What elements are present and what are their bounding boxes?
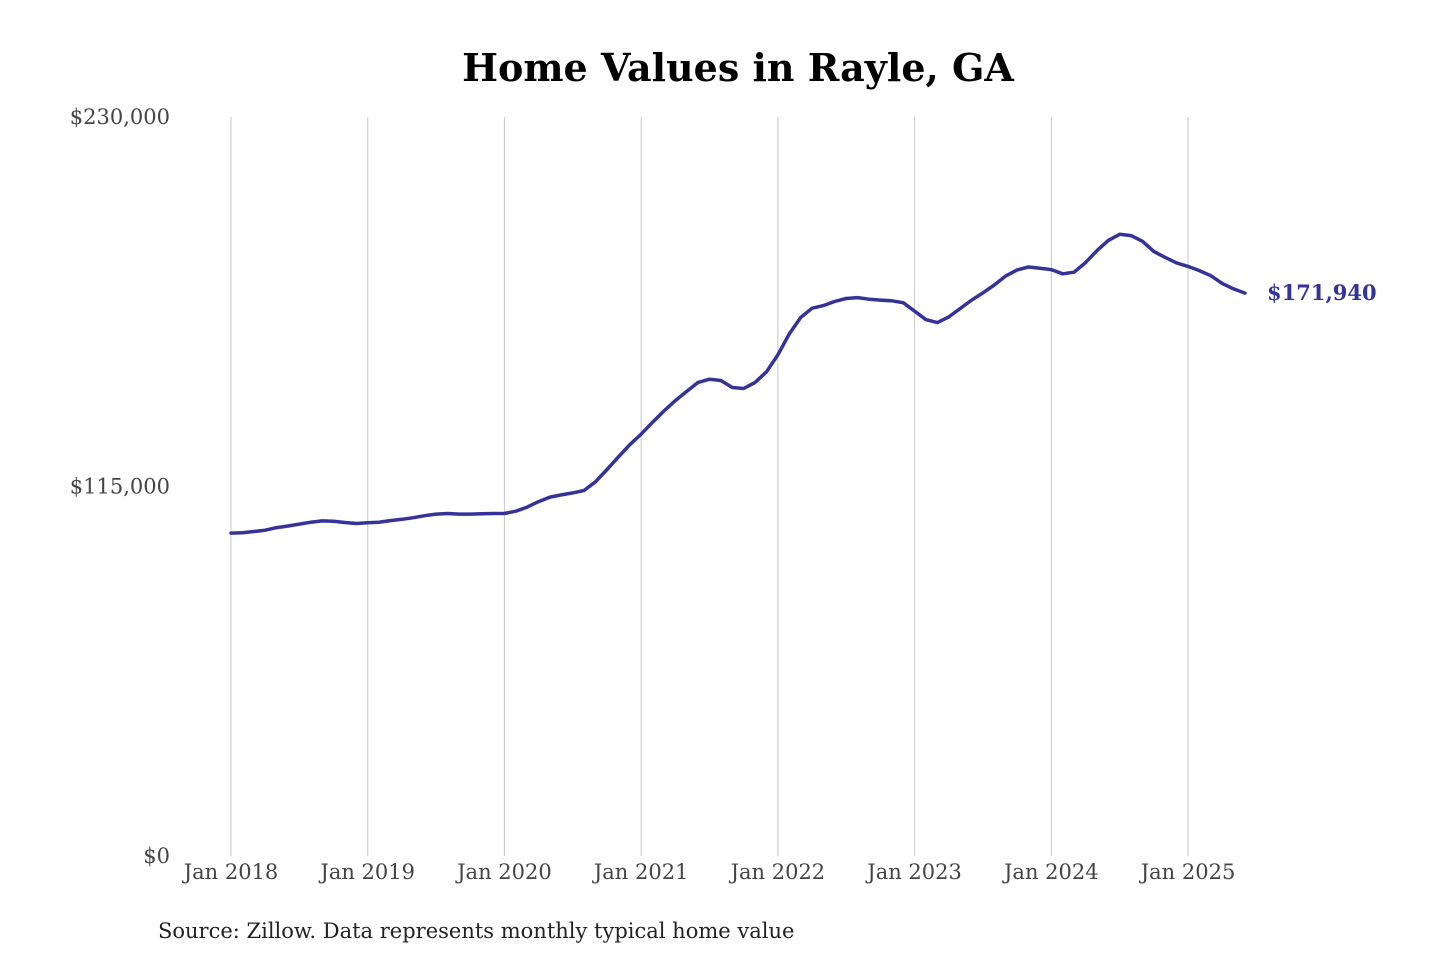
y-tick-label: $230,000 (70, 105, 170, 129)
x-tick-label: Jan 2018 (182, 860, 279, 884)
vertical-gridlines (230, 117, 1189, 856)
y-tick-label: $115,000 (70, 475, 170, 499)
y-axis-tick-labels: $0 $115,000 $230,000 (70, 105, 170, 868)
home-value-series (229, 232, 1247, 535)
end-value-label: $171,940 (1267, 280, 1377, 305)
x-tick-label: Jan 2021 (592, 860, 689, 884)
y-tick-label: $0 (143, 844, 170, 868)
x-tick-label: Jan 2020 (455, 860, 552, 884)
x-tick-label: Jan 2022 (729, 860, 826, 884)
x-tick-label: Jan 2019 (318, 860, 415, 884)
series-line (229, 232, 1247, 535)
source-note: Source: Zillow. Data represents monthly … (158, 919, 794, 943)
x-tick-label: Jan 2024 (1002, 860, 1099, 884)
chart-title: Home Values in Rayle, GA (462, 45, 1014, 90)
x-tick-label: Jan 2025 (1139, 860, 1236, 884)
x-axis-tick-labels: Jan 2018 Jan 2019 Jan 2020 Jan 2021 Jan 2022… (182, 860, 1236, 884)
x-tick-label: Jan 2023 (865, 860, 962, 884)
